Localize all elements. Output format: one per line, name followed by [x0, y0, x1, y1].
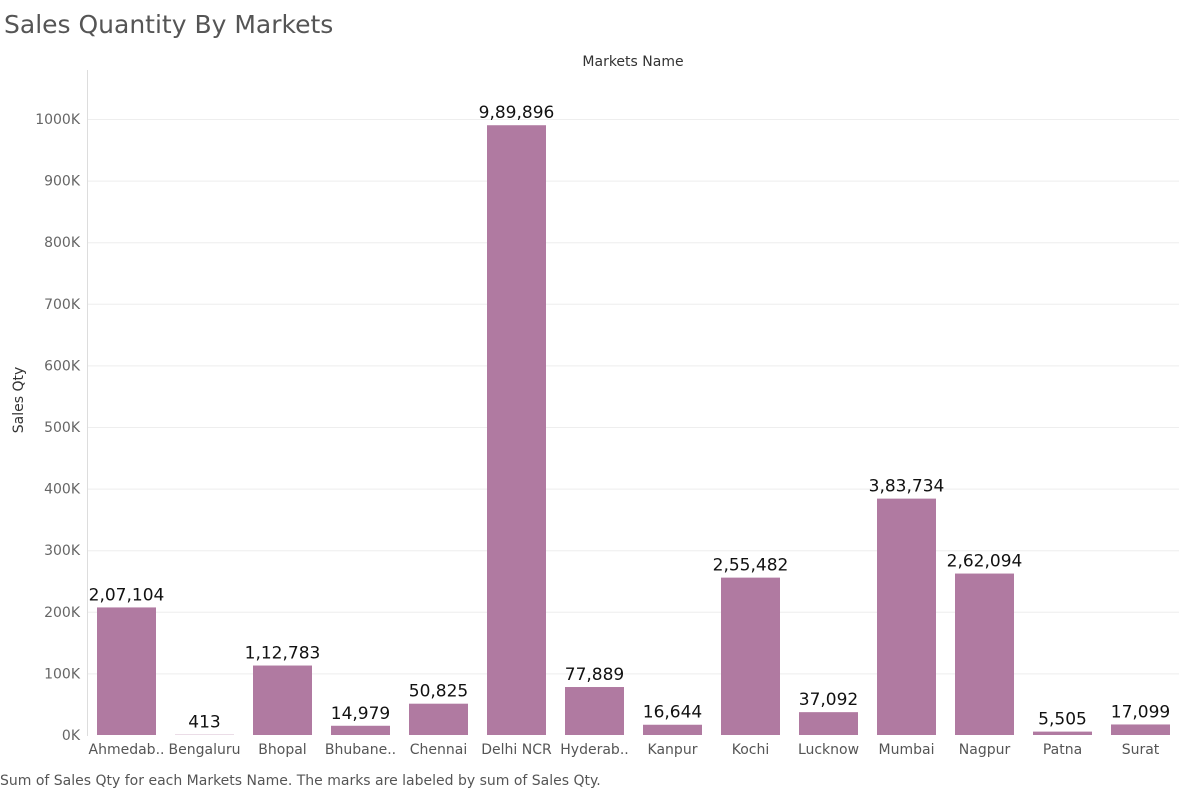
- bar: [721, 577, 780, 735]
- bar: [97, 607, 156, 735]
- y-tick-label: 700K: [44, 297, 81, 313]
- y-tick-label: 400K: [44, 482, 81, 498]
- y-axis-ticks: 0K 100K 200K 300K 400K 500K 600K 700K 800K 900K 10…: [35, 112, 81, 744]
- x-tick-label: Hyderab..: [560, 742, 628, 758]
- x-tick-label: Bhubane..: [325, 742, 396, 758]
- bar: [253, 665, 312, 735]
- bar: [955, 573, 1014, 735]
- x-tick-label: Patna: [1043, 742, 1082, 758]
- data-label: 77,889: [565, 665, 624, 685]
- x-tick-label: Surat: [1122, 742, 1160, 758]
- bar: [1111, 724, 1170, 735]
- data-label: 1,12,783: [245, 644, 321, 664]
- data-label: 16,644: [643, 703, 702, 723]
- data-label: 37,092: [799, 690, 858, 710]
- x-tick-label: Bengaluru: [169, 742, 241, 758]
- x-tick-label: Bhopal: [258, 742, 306, 758]
- y-tick-label: 800K: [44, 235, 81, 251]
- x-tick-label: Ahmedab..: [89, 742, 165, 758]
- x-axis-ticks: Ahmedab.. Bengaluru Bhopal Bhubane.. Chennai…: [89, 742, 1160, 758]
- data-label: 2,07,104: [89, 585, 165, 605]
- data-label: 5,505: [1038, 710, 1087, 730]
- bar: [487, 125, 546, 736]
- data-label: 9,89,896: [479, 103, 555, 123]
- bar: [799, 712, 858, 735]
- data-label: 50,825: [409, 682, 468, 702]
- x-tick-label: Kochi: [732, 742, 770, 758]
- bar: [331, 725, 390, 735]
- chart-caption: Sum of Sales Qty for each Markets Name. …: [0, 773, 601, 789]
- chart-title: Sales Quantity By Markets: [4, 10, 333, 39]
- y-tick-label: 1000K: [35, 112, 81, 128]
- x-tick-label: Mumbai: [879, 742, 935, 758]
- bars: [97, 125, 1170, 736]
- data-label: 413: [188, 713, 220, 733]
- data-label: 2,55,482: [713, 556, 789, 576]
- y-tick-label: 200K: [44, 605, 81, 621]
- y-tick-label: 0K: [62, 728, 81, 744]
- x-tick-label: Chennai: [410, 742, 467, 758]
- gridlines: [88, 119, 1179, 675]
- bar: [409, 703, 468, 735]
- data-label: 2,62,094: [947, 552, 1023, 572]
- data-label: 3,83,734: [869, 477, 945, 497]
- y-tick-label: 900K: [44, 174, 81, 190]
- bar: [877, 498, 936, 735]
- bar: [1033, 731, 1092, 735]
- y-tick-label: 300K: [44, 543, 81, 559]
- bar: [643, 724, 702, 735]
- y-tick-label: 100K: [44, 666, 81, 682]
- x-tick-label: Nagpur: [959, 742, 1011, 758]
- y-tick-label: 600K: [44, 358, 81, 374]
- x-tick-label: Kanpur: [648, 742, 698, 758]
- data-label: 14,979: [331, 704, 390, 724]
- x-tick-label: Delhi NCR: [481, 742, 552, 758]
- data-label: 17,099: [1111, 702, 1170, 722]
- y-axis-title: Sales Qty: [11, 367, 27, 434]
- data-labels: 2,07,104 413 1,12,783 14,979 50,825 9,89,896 7…: [89, 103, 1171, 733]
- x-tick-label: Lucknow: [798, 742, 859, 758]
- column-header: Markets Name: [582, 54, 683, 70]
- bar: [565, 687, 624, 735]
- y-tick-label: 500K: [44, 420, 81, 436]
